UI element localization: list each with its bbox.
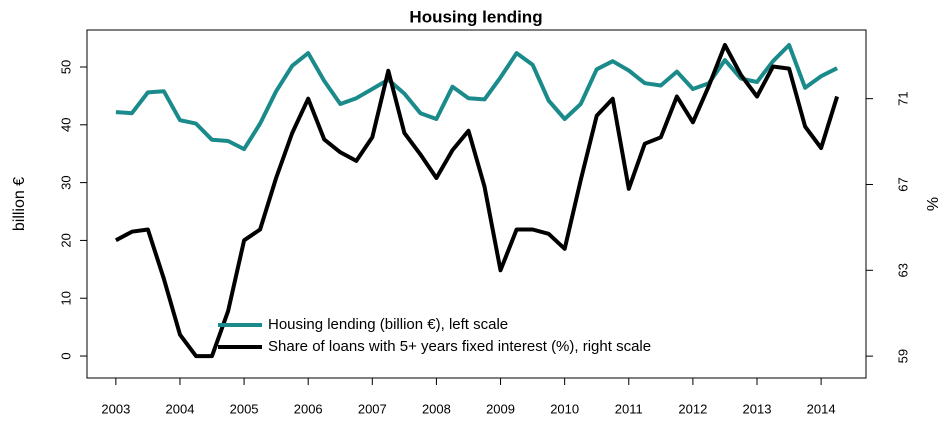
chart-title: Housing lending — [409, 7, 542, 26]
x-tick-label: 2006 — [294, 401, 323, 416]
plot-frame — [86, 29, 867, 379]
x-tick-label: 2005 — [230, 401, 259, 416]
x-tick-label: 2004 — [166, 401, 195, 416]
y-axis-title: billion € — [11, 177, 28, 231]
y-tick-label: 30 — [58, 175, 73, 189]
y-tick-label: 10 — [58, 291, 73, 305]
y-tick-label: 40 — [58, 118, 73, 132]
series-line — [114, 43, 840, 359]
y2-tick-label: 59 — [895, 349, 910, 363]
y-tick-label: 20 — [58, 233, 73, 247]
x-tick-label: 2009 — [486, 401, 515, 416]
series-line — [115, 43, 838, 152]
y2-tick-label: 63 — [895, 263, 910, 277]
x-tick-label: 2007 — [358, 401, 387, 416]
y2-tick-label: 71 — [895, 91, 910, 105]
x-tick-label: 2003 — [101, 401, 130, 416]
legend-label: Share of loans with 5+ years fixed inter… — [268, 338, 651, 355]
x-tick-label: 2008 — [422, 401, 451, 416]
y2-tick-label: 67 — [895, 177, 910, 191]
y2-axis-title: % — [925, 197, 942, 211]
y-tick-label: 0 — [58, 352, 73, 359]
y-tick-label: 50 — [58, 60, 73, 74]
x-tick-label: 2011 — [615, 401, 643, 416]
legend-label: Housing lending (billion €), left scale — [268, 316, 508, 333]
x-tick-label: 2010 — [550, 401, 579, 416]
x-tick-label: 2013 — [743, 401, 772, 416]
x-tick-label: 2012 — [678, 401, 707, 416]
x-tick-label: 2014 — [807, 401, 836, 416]
